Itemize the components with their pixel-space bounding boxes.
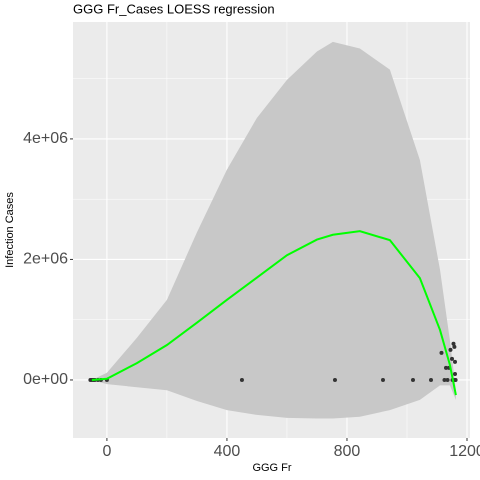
data-point xyxy=(428,377,433,382)
y-tick-label: 0e+00 xyxy=(23,371,68,388)
data-point xyxy=(410,377,415,382)
data-point xyxy=(443,365,448,370)
data-point xyxy=(380,377,385,382)
data-point xyxy=(453,377,458,382)
data-point xyxy=(442,377,447,382)
loess-line xyxy=(91,230,457,396)
chart-title: GGG Fr_Cases LOESS regression xyxy=(73,1,275,16)
data-point xyxy=(332,377,337,382)
data-point xyxy=(452,371,457,376)
data-point xyxy=(448,347,453,352)
x-tick-label: 0 xyxy=(102,443,111,460)
data-point xyxy=(451,341,456,346)
x-tick-label: 800 xyxy=(334,443,361,460)
data-point xyxy=(452,359,457,364)
y-tick-label: 2e+06 xyxy=(23,251,68,268)
data-point xyxy=(449,356,454,361)
data-point xyxy=(439,350,444,355)
confidence-band xyxy=(91,41,456,419)
data-point xyxy=(239,377,244,382)
x-tick-label: 400 xyxy=(214,443,241,460)
y-axis-label: Infection Cases xyxy=(4,192,16,268)
data-point xyxy=(445,377,450,382)
y-tick-label: 4e+06 xyxy=(23,130,68,147)
x-axis-label: GGG Fr xyxy=(252,462,291,474)
plot-area xyxy=(88,41,458,419)
data-point xyxy=(452,344,457,349)
